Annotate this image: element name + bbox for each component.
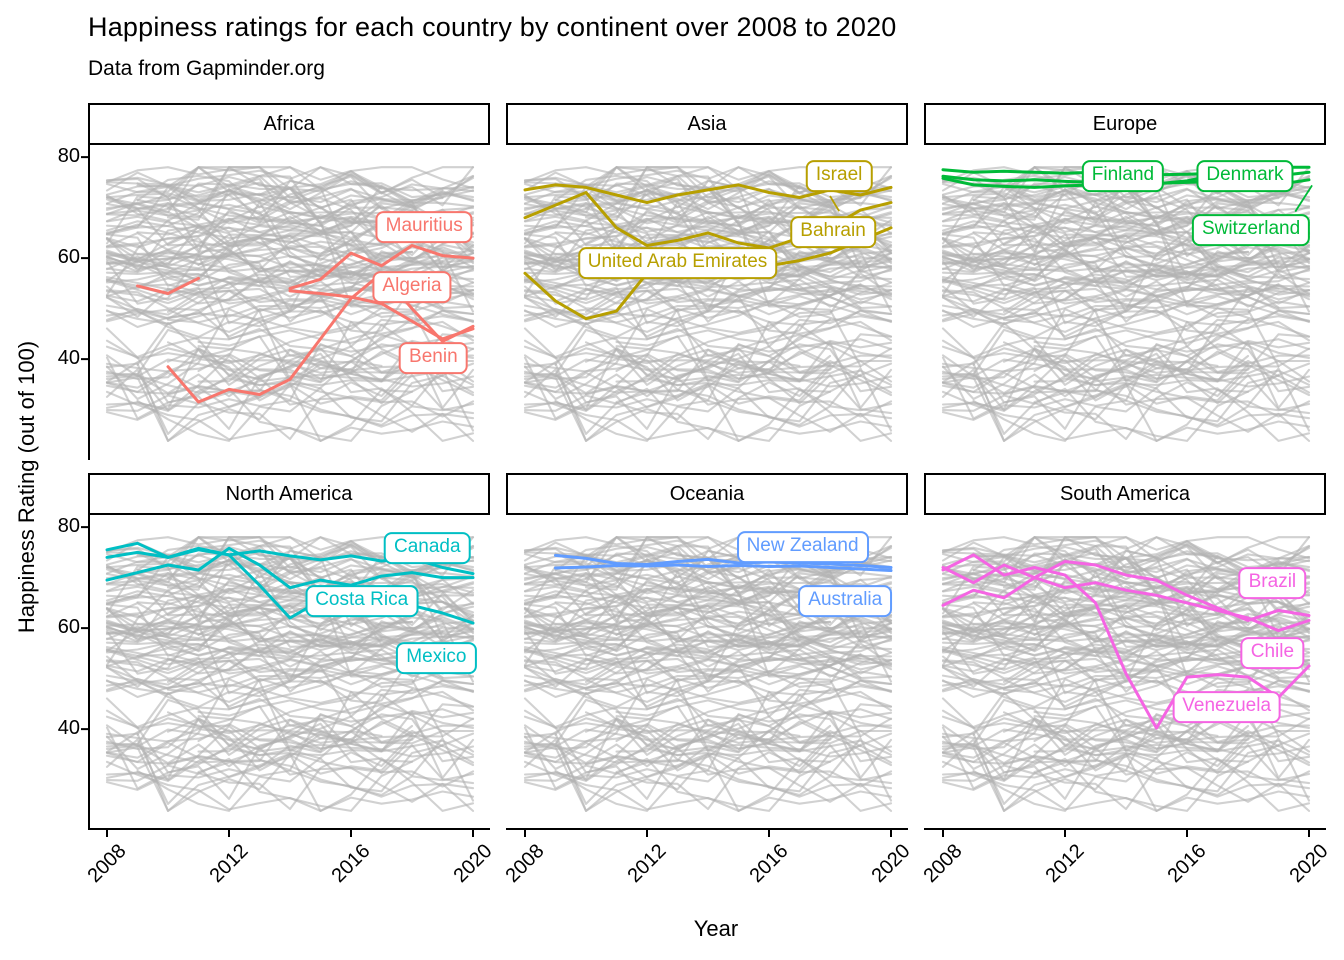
- country-label-brazil: Brazil: [1238, 567, 1307, 600]
- x-axis-line: [88, 828, 490, 837]
- line-venezuela: [941, 553, 1311, 730]
- facet-strip-oceania: Oceania: [506, 473, 908, 515]
- y-tick-label: 80: [57, 145, 80, 168]
- facet-strip-north-america: North America: [88, 473, 490, 515]
- facet-panel-oceania: New Zealand Australia: [506, 515, 908, 837]
- background-lines: [941, 166, 1311, 442]
- label-leader-israel: [829, 195, 840, 212]
- country-label-costa-rica: Costa Rica: [305, 584, 419, 617]
- facet-panel-north-america: Canada Costa Rica Mexico: [81, 515, 490, 837]
- x-tick-label: 2012: [205, 840, 253, 888]
- y-tick-label: 40: [57, 347, 80, 370]
- background-lines: [105, 536, 475, 812]
- line-brazil: [941, 560, 1311, 622]
- x-tick-label: 2016: [745, 840, 793, 888]
- y-tick-label: 60: [57, 616, 80, 639]
- country-label-bahrain: Bahrain: [790, 215, 876, 248]
- line-australia: [554, 563, 893, 572]
- facet-chart-south-america: [924, 536, 1326, 837]
- label-leader-switzerland: [1294, 184, 1313, 213]
- chart-subtitle: Data from Gapminder.org: [88, 57, 325, 80]
- line-mauritius: [288, 244, 475, 290]
- x-tick-label: 2020: [867, 840, 915, 888]
- facet-strip-label: North America: [225, 482, 353, 505]
- country-label-israel: Israel: [805, 160, 873, 193]
- country-label-mexico: Mexico: [396, 642, 477, 674]
- line-algeria: [136, 276, 475, 341]
- facet-chart-europe: [941, 165, 1313, 442]
- x-tick-label: 2008: [83, 840, 131, 888]
- background-lines: [523, 166, 893, 442]
- x-tick-label: 2016: [327, 840, 375, 888]
- x-tick-label: 2016: [1163, 840, 1211, 888]
- country-label-australia: Australia: [798, 585, 893, 618]
- x-tick-label: 2012: [1041, 840, 1089, 888]
- x-tick-label: 2008: [501, 840, 549, 888]
- facet-strip-africa: Africa: [88, 103, 490, 145]
- country-label-algeria: Algeria: [372, 271, 452, 303]
- line-costa-rica: [105, 546, 475, 590]
- facet-panel-asia: Israel Bahrain United Arab Emirates: [506, 145, 908, 460]
- y-tick-label: 40: [57, 717, 80, 740]
- facet-strip-label: South America: [1059, 482, 1191, 505]
- country-label-new-zealand: New Zealand: [736, 530, 869, 563]
- y-tick-label: 80: [57, 515, 80, 538]
- country-label-benin: Benin: [399, 342, 468, 374]
- country-label-united-arab-emirates: United Arab Emirates: [577, 247, 778, 280]
- x-axis-line: [924, 828, 1326, 837]
- facet-panel-south-america: Brazil Chile Venezuela: [924, 515, 1326, 837]
- facet-strip-label: Europe: [1092, 112, 1158, 135]
- country-label-mauritius: Mauritius: [375, 210, 473, 243]
- x-axis-line: [506, 828, 908, 837]
- facet-strip-asia: Asia: [506, 103, 908, 145]
- country-label-switzerland: Switzerland: [1191, 213, 1311, 246]
- background-lines: [105, 166, 475, 442]
- x-tick-label: 2012: [623, 840, 671, 888]
- line-new-zealand: [554, 553, 893, 569]
- facet-panel-europe: Finland Denmark Switzerland: [924, 145, 1326, 460]
- country-label-finland: Finland: [1081, 159, 1165, 192]
- country-label-chile: Chile: [1240, 636, 1305, 669]
- country-label-denmark: Denmark: [1196, 159, 1294, 192]
- facet-strip-europe: Europe: [924, 103, 1326, 145]
- line-chile: [941, 576, 1311, 633]
- y-axis-line: [81, 145, 90, 460]
- facet-strip-label: Oceania: [669, 482, 745, 505]
- chart-title: Happiness ratings for each country by co…: [88, 12, 897, 42]
- facet-strip-south-america: South America: [924, 473, 1326, 515]
- x-axis-title: Year: [693, 916, 739, 941]
- x-tick-label: 2008: [919, 840, 967, 888]
- facet-chart-asia: [523, 166, 893, 442]
- country-label-venezuela: Venezuela: [1172, 691, 1282, 723]
- facet-strip-label: Asia: [687, 112, 727, 135]
- x-tick-label: 2020: [449, 840, 497, 888]
- country-label-canada: Canada: [383, 531, 471, 564]
- facet-chart-oceania: [506, 536, 908, 837]
- y-axis-line: [81, 515, 90, 830]
- line-benin: [166, 271, 475, 404]
- background-lines: [523, 536, 893, 812]
- x-tick-label: 2020: [1285, 840, 1333, 888]
- y-tick-label: 60: [57, 246, 80, 269]
- facet-panel-africa: Mauritius Algeria Benin: [81, 145, 490, 460]
- facet-strip-label: Africa: [263, 112, 315, 135]
- y-axis-title: Happiness Rating (out of 100): [14, 340, 39, 634]
